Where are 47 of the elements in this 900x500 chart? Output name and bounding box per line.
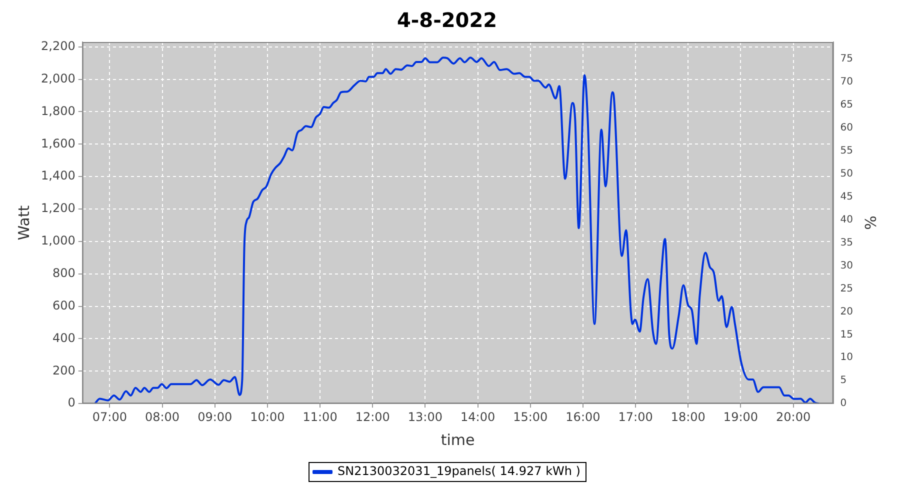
chart-title: 4-8-2022 xyxy=(396,8,498,32)
y2-tick-label: 15 xyxy=(840,329,854,340)
y-tick-label: 1,400 xyxy=(40,168,76,183)
x-tick-label: 16:00 xyxy=(566,410,600,424)
x-tick-label: 14:00 xyxy=(460,410,496,424)
y-tick-label: 800 xyxy=(52,266,76,280)
y-tick-label: 1,200 xyxy=(40,201,76,216)
x-tick-label: 15:00 xyxy=(513,410,548,424)
x-axis-title: time xyxy=(440,430,475,449)
y2-tick-label: 35 xyxy=(840,237,854,248)
y-tick-label: 400 xyxy=(52,330,76,345)
y-tick-label: 0 xyxy=(68,396,76,410)
y2-tick-label: 70 xyxy=(840,76,854,88)
y-tick-label: 1,000 xyxy=(40,234,76,248)
x-tick-label: 10:00 xyxy=(250,410,285,424)
x-tick-label: 18:00 xyxy=(670,410,706,424)
x-tick-label: 09:00 xyxy=(198,410,232,424)
x-tick-label: 11:00 xyxy=(302,410,338,424)
x-tick-label: 12:00 xyxy=(355,410,390,424)
x-tick-label: 13:00 xyxy=(408,410,443,424)
x-tick-label: 17:00 xyxy=(618,410,653,424)
x-tick-label: 20:00 xyxy=(776,410,811,424)
y2-tick-label: 0 xyxy=(840,398,847,410)
y2-tick-label: 60 xyxy=(840,122,854,134)
y2-tick-label: 40 xyxy=(840,214,854,226)
x-tick-label: 19:00 xyxy=(723,410,758,424)
y2-tick-label: 55 xyxy=(840,145,854,156)
y2-tick-label: 20 xyxy=(840,306,854,318)
y-axis-title: Watt xyxy=(14,205,33,240)
y2-tick-label: 30 xyxy=(840,260,854,272)
y2-tick-label: 10 xyxy=(840,352,854,364)
y2-tick-label: 65 xyxy=(840,100,854,111)
y-tick-label: 200 xyxy=(52,363,76,378)
y-tick-label: 2,000 xyxy=(40,71,76,86)
x-tick-label: 07:00 xyxy=(92,410,127,424)
y-tick-label: 1,600 xyxy=(40,136,76,150)
y2-tick-label: 5 xyxy=(840,375,847,386)
y-tick-label: 1,800 xyxy=(40,104,76,118)
y-tick-label: 600 xyxy=(52,298,76,312)
x-tick-label: 08:00 xyxy=(144,410,180,424)
y2-tick-label: 75 xyxy=(840,54,854,65)
y2-tick-label: 25 xyxy=(840,283,854,294)
y2-tick-label: 50 xyxy=(840,168,854,180)
y2-axis-title: % xyxy=(861,216,880,230)
y-tick-label: 2,200 xyxy=(40,38,76,53)
legend-label: SN2130032031_19panels( 14.927 kWh ) xyxy=(338,464,580,478)
y2-tick-label: 45 xyxy=(840,191,854,202)
